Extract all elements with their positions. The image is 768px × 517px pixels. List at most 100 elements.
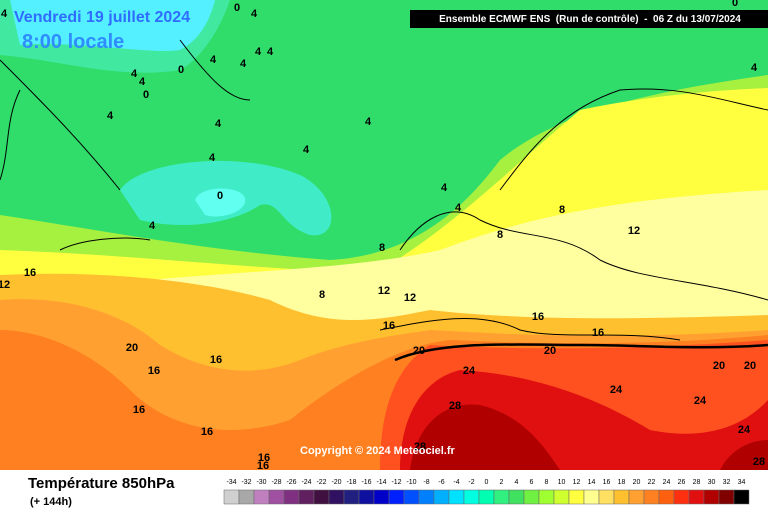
legend-label: 10 <box>558 479 566 486</box>
legend-label: -4 <box>453 479 459 486</box>
legend-swatch <box>268 489 285 505</box>
contour-label: 4 <box>255 46 262 58</box>
contour-label: 20 <box>744 360 756 372</box>
legend-swatch <box>628 489 645 505</box>
contour-label: 16 <box>210 354 222 366</box>
contour-label: 16 <box>383 320 395 332</box>
contour-label: 12 <box>0 279 10 291</box>
contour-label: 16 <box>201 426 213 438</box>
coastlines <box>0 39 768 362</box>
legend-swatch <box>598 489 615 505</box>
contour-label: 4 <box>149 220 156 232</box>
contour-label: 8 <box>559 204 565 216</box>
contour-label: 4 <box>303 144 310 156</box>
legend-label: -10 <box>406 479 416 486</box>
color-legend: -34 -32 -30 -28 -26 -24 -22 -20 -18 -16 -14 -12 -10-… <box>223 479 750 505</box>
legend-label: 22 <box>648 479 656 486</box>
legend-swatch <box>448 489 465 505</box>
contour-label: 24 <box>738 424 751 436</box>
field-area <box>150 190 768 330</box>
contour-label: 4 <box>107 110 114 122</box>
legend-label: -14 <box>376 479 386 486</box>
copyright: Copyright © 2024 Meteociel.fr <box>300 445 456 457</box>
legend-label: 28 <box>693 479 701 486</box>
legend-swatch <box>538 489 555 505</box>
legend-label: -20 <box>331 479 341 486</box>
contour-label: 12 <box>628 225 640 237</box>
legend-label: -8 <box>423 479 429 486</box>
legend-label: 34 <box>738 479 746 486</box>
field-area <box>720 440 768 470</box>
contour-label: 4 <box>365 116 372 128</box>
legend-swatch <box>418 489 435 505</box>
contour-label: 4 <box>455 202 462 214</box>
legend-swatch <box>733 489 750 505</box>
contour-label: 24 <box>610 384 623 396</box>
legend-label: -32 <box>241 479 251 486</box>
legend-swatch <box>283 489 300 505</box>
legend-label: -18 <box>346 479 356 486</box>
contour-label: 4 <box>441 182 448 194</box>
legend-swatch <box>373 489 390 505</box>
legend-swatch <box>553 489 570 505</box>
legend-swatch <box>433 489 450 505</box>
legend-label: 16 <box>603 479 611 486</box>
legend-label: -12 <box>391 479 401 486</box>
legend-swatch <box>238 489 255 505</box>
contour-label: 0 <box>732 0 738 9</box>
legend-label: -34 <box>226 479 236 486</box>
legend-swatch <box>658 489 675 505</box>
contour-label: 8 <box>319 289 325 301</box>
legend-swatch <box>403 489 420 505</box>
legend-label: -26 <box>286 479 296 486</box>
contour-label: 16 <box>532 311 544 323</box>
contour-label: 0 <box>178 64 184 76</box>
contour-label: 28 <box>449 400 461 412</box>
contour-label: 4 <box>210 54 217 66</box>
legend-label: 4 <box>515 479 519 486</box>
contour-label: 4 <box>131 68 138 80</box>
contour-label: 20 <box>713 360 725 372</box>
legend-label: 32 <box>723 479 731 486</box>
local-time: 8:00 locale <box>22 31 124 53</box>
legend-swatch <box>508 489 525 505</box>
contour-label: 16 <box>133 404 145 416</box>
contour-label: 20 <box>413 345 425 357</box>
field-area <box>410 404 560 470</box>
legend-label: 2 <box>500 479 504 486</box>
run-info: Ensemble ECMWF ENS (Run de contrôle) - 0… <box>439 14 741 25</box>
legend-swatch <box>643 489 660 505</box>
legend-label: 8 <box>545 479 549 486</box>
legend-swatch <box>388 489 405 505</box>
legend-label: 18 <box>618 479 626 486</box>
field-area <box>10 0 215 52</box>
contour-label: 8 <box>497 229 503 241</box>
legend-swatch <box>343 489 360 505</box>
contour-label: 4 <box>209 152 216 164</box>
run-box <box>410 10 768 28</box>
contour-label: 4 <box>240 58 247 70</box>
contour-label: 16 <box>24 267 36 279</box>
legend-swatch <box>298 489 315 505</box>
contour-label: 16 <box>592 327 604 339</box>
legend-label: 20 <box>633 479 641 486</box>
legend-swatch <box>583 489 600 505</box>
contour-label: 28 <box>753 456 765 468</box>
legend-label: 0 <box>485 479 489 486</box>
legend-label: 6 <box>530 479 534 486</box>
legend-label: 12 <box>573 479 581 486</box>
contour-label: 4 <box>215 118 222 130</box>
legend-swatch <box>313 489 330 505</box>
legend-label: 24 <box>663 479 671 486</box>
legend-label: 14 <box>588 479 596 486</box>
legend-swatch <box>523 489 540 505</box>
legend-label: -30 <box>256 479 266 486</box>
contour-label: 20 <box>544 345 556 357</box>
legend-swatch <box>493 489 510 505</box>
legend-swatch <box>478 489 495 505</box>
legend-swatch <box>568 489 585 505</box>
lead-time: (+ 144h) <box>30 496 72 508</box>
